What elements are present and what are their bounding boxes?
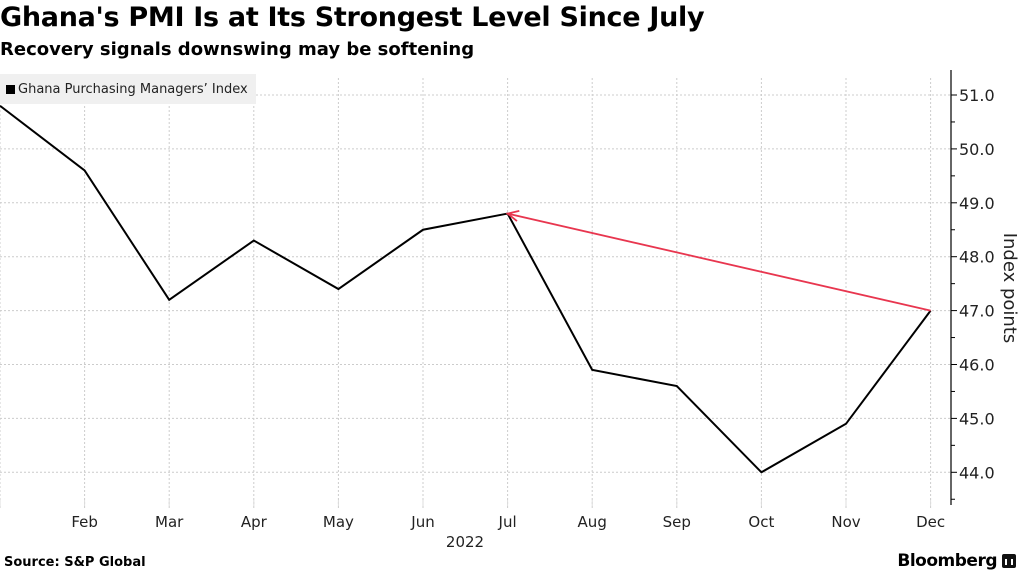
annotation-arrow-line [507,212,931,312]
grid-lines [0,78,951,508]
y-tick-label: 50.0 [959,140,995,159]
x-tick-label: Aug [578,513,607,531]
x-tick-label: Jun [410,513,434,531]
legend-swatch-icon [6,84,15,94]
series-line [0,104,932,474]
series-layer [0,104,932,474]
chart-title: Ghana's PMI Is at Its Strongest Level Si… [0,2,705,33]
brand-logo: Bloomberg [897,551,1016,571]
x-tick-label: Dec [916,513,945,531]
y-tick-label: 49.0 [959,194,995,213]
y-tick-label: 45.0 [959,409,995,428]
bloomberg-chart-icon [1002,554,1016,568]
x-axis: Feb Mar Apr May Jun Jul Aug Sep Oct Nov Dec 2022 [0,500,945,551]
brand-name: Bloomberg [897,551,997,571]
x-year-label: 2022 [446,533,484,551]
y-axis: 44.0 45.0 46.0 47.0 48.0 49.0 50.0 51.0 Index po… [950,70,1020,505]
x-tick-label: Sep [663,513,691,531]
y-tick-label: 51.0 [959,86,995,105]
annotation-arrowhead-icon [505,210,520,222]
chart-subtitle: Recovery signals downswing may be soften… [0,39,475,60]
y-tick-label: 46.0 [959,356,995,375]
y-tick-label: 48.0 [959,248,995,267]
y-axis-label: Index points [999,233,1020,344]
x-tick-label: Mar [155,513,184,531]
x-tick-label: Oct [748,513,774,531]
x-tick-label: Nov [831,513,860,531]
x-tick-label: May [323,513,354,531]
x-tick-label: Feb [71,513,98,531]
legend: Ghana Purchasing Managers’ Index [0,74,256,104]
y-tick-label: 47.0 [959,302,995,321]
legend-label: Ghana Purchasing Managers’ Index [18,81,248,97]
x-tick-label: Jul [498,513,517,531]
y-tick-label: 44.0 [959,463,995,482]
annotation-layer [505,210,931,312]
x-tick-label: Apr [241,513,268,531]
source-note: Source: S&P Global [4,555,146,570]
